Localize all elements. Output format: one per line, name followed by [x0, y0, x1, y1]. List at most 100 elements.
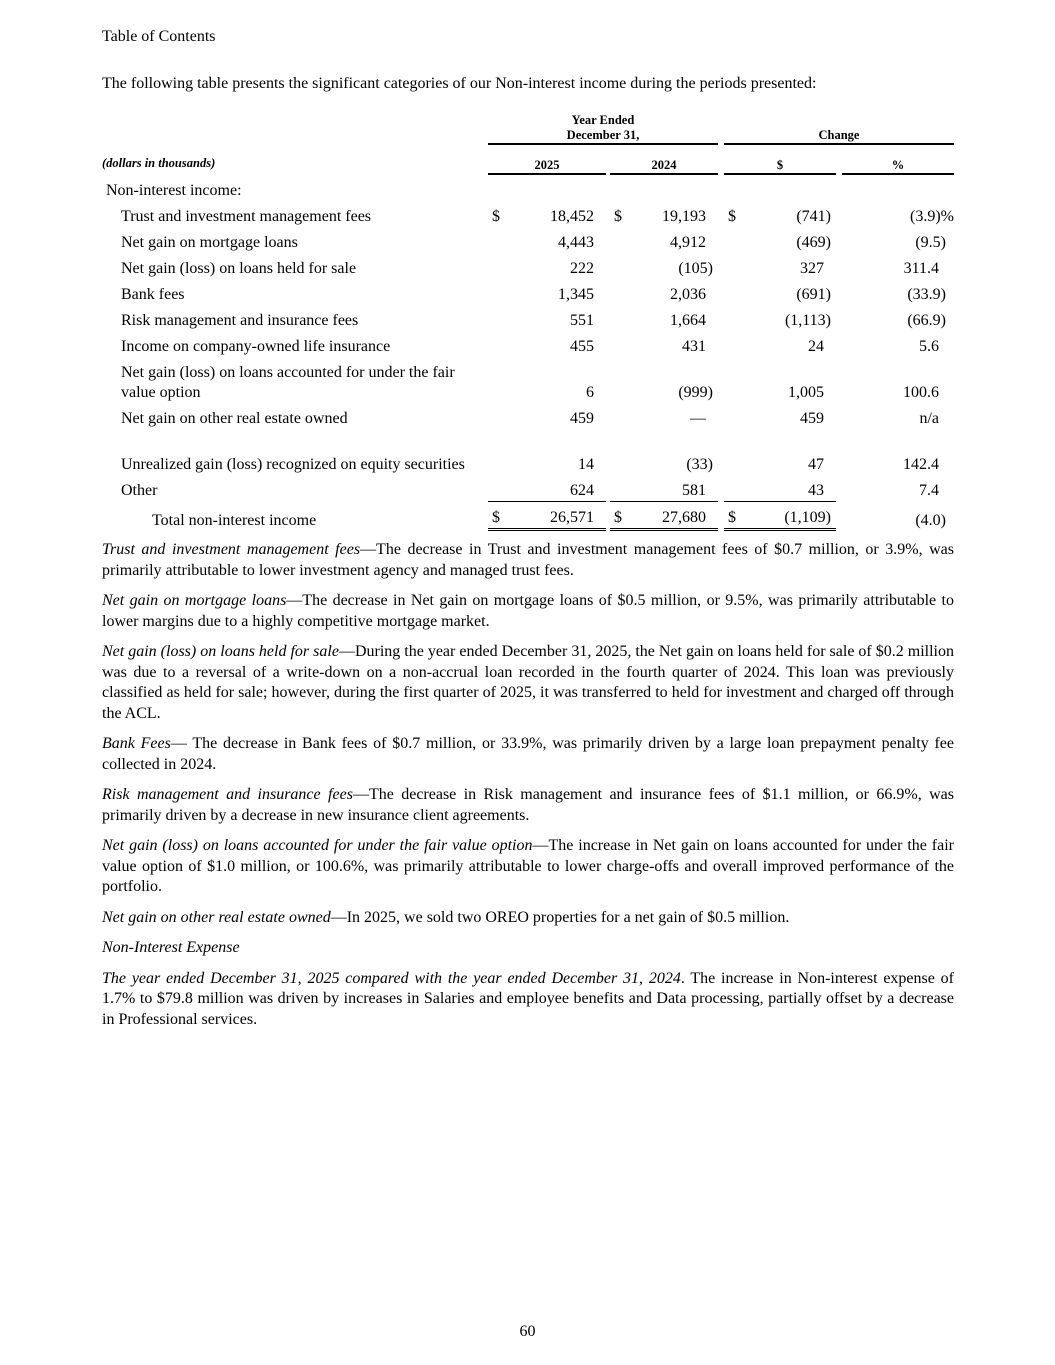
change-pct: (3.9)%: [910, 208, 954, 225]
paragraph: Net gain on mortgage loans—The decrease …: [102, 591, 954, 632]
change-dollar: (691): [796, 286, 831, 303]
dollar-sign: [488, 305, 508, 331]
col-2024: 2024: [610, 145, 718, 175]
dollar-sign: [724, 279, 744, 305]
dollar-sign: [724, 475, 744, 501]
paragraph-body: —The decrease in Trust and investment ma…: [102, 541, 954, 579]
dollar-sign: $: [610, 501, 630, 531]
paragraph-lead: Non-Interest Expense: [102, 939, 240, 956]
dollar-sign: [610, 331, 630, 357]
value-2024: 2,036: [670, 286, 706, 303]
value-2024: 4,912: [670, 234, 706, 251]
dollar-sign: [488, 279, 508, 305]
paragraph: Bank Fees— The decrease in Bank fees of …: [102, 734, 954, 775]
change-dollar: (741): [796, 208, 831, 225]
header-year-ended: Year Ended December 31,: [488, 113, 718, 145]
change-pct: (66.9): [907, 312, 946, 329]
value-2025: 4,443: [558, 234, 594, 251]
paragraph-body: —During the year ended December 31, 2025…: [102, 643, 954, 722]
dollar-sign: [724, 227, 744, 253]
row-label: Risk management and insurance fees: [121, 312, 359, 329]
table-row: Bank fees 1,345 2,036 (691) (33.9): [102, 279, 954, 305]
paragraph-body: . The increase in Non-interest expense o…: [102, 969, 955, 1028]
change-dollar: 459: [800, 410, 824, 427]
table-row: Net gain on other real estate owned 459 — 4…: [102, 403, 954, 429]
col-change-pct: %: [842, 145, 954, 175]
value-2024: (999): [678, 384, 713, 401]
dollar-sign: [724, 331, 744, 357]
dollar-sign: [610, 403, 630, 429]
dollar-sign: [724, 305, 744, 331]
row-label: Total non-interest income: [152, 512, 317, 529]
dollar-sign: [488, 253, 508, 279]
units-label: (dollars in thousands): [102, 156, 216, 170]
header-change: Change: [724, 113, 954, 145]
dollar-sign: [610, 357, 630, 403]
change-dollar: (469): [796, 234, 831, 251]
dollar-sign: [488, 227, 508, 253]
dollar-sign: [488, 357, 508, 403]
value-2024: 27,680: [630, 501, 718, 531]
paragraph-lead: The year ended December 31, 2025 compare…: [102, 969, 681, 987]
row-label: Bank fees: [121, 286, 185, 303]
table-of-contents-link[interactable]: Table of Contents: [102, 28, 216, 45]
row-label: Net gain on mortgage loans: [121, 234, 298, 251]
value-2024: (105): [678, 260, 713, 277]
change-dollar: 327: [800, 260, 824, 277]
dollar-sign: $: [728, 208, 736, 225]
table-row: Income on company-owned life insurance 45…: [102, 331, 954, 357]
table-row: Net gain (loss) on loans accounted for u…: [102, 357, 954, 403]
dollar-sign: [610, 227, 630, 253]
change-pct: 5.6: [919, 338, 939, 355]
dollar-sign: [610, 305, 630, 331]
paragraph-lead: Net gain (loss) on loans held for sale: [102, 643, 339, 660]
commentary: Trust and investment management fees—The…: [102, 540, 954, 1040]
col-change-dollar: $: [724, 145, 836, 175]
paragraph-body: —The increase in Net gain on loans accou…: [102, 837, 954, 895]
change-pct: 100.6: [903, 384, 939, 401]
row-label: Net gain (loss) on loans accounted for u…: [121, 364, 455, 401]
table-row: Unrealized gain (loss) recognized on equ…: [102, 429, 954, 475]
paragraph-lead: Risk management and insurance fees: [102, 786, 353, 803]
dollar-sign: $: [724, 501, 744, 531]
paragraph: Trust and investment management fees—The…: [102, 540, 954, 581]
paragraph-lead: Bank Fees: [102, 735, 171, 752]
dollar-sign: [724, 429, 744, 475]
value-2025: 222: [570, 260, 594, 277]
paragraph-lead: Net gain on other real estate owned: [102, 908, 331, 926]
table-row: Trust and investment management fees $18,…: [102, 201, 954, 227]
value-2025: 6: [586, 384, 594, 401]
dollar-sign: [610, 279, 630, 305]
dollar-sign: [724, 357, 744, 403]
value-2025: 459: [570, 410, 594, 427]
change-pct: (33.9): [907, 286, 946, 303]
value-2025: 18,452: [550, 208, 594, 225]
change-pct: n/a: [919, 410, 939, 427]
table-row: Net gain on mortgage loans 4,443 4,912 (469…: [102, 227, 954, 253]
dollar-sign: [724, 253, 744, 279]
paragraph-lead: Net gain (loss) on loans accounted for u…: [102, 837, 533, 854]
value-2024: (33): [686, 456, 713, 473]
total-row: Total non-interest income $26,571 $27,680 $…: [102, 501, 954, 531]
paragraph-body: —The decrease in Net gain on mortgage lo…: [102, 592, 954, 630]
change-pct: 7.4: [919, 482, 939, 499]
col-2025: 2025: [488, 145, 606, 175]
non-interest-income-table: Year Ended December 31, Change (dollars i…: [102, 113, 954, 531]
dollar-sign: $: [488, 501, 508, 531]
value-2025: 624: [570, 482, 594, 499]
value-2025: 26,571: [508, 501, 606, 531]
value-2024: —: [690, 410, 706, 427]
change-dollar: 24: [808, 338, 824, 355]
paragraph-body: —The decrease in Risk management and ins…: [102, 786, 955, 824]
dollar-sign: [724, 403, 744, 429]
table-row: Risk management and insurance fees 551 1,6…: [102, 305, 954, 331]
change-pct: 142.4: [903, 456, 939, 473]
paragraph-body: —In 2025, we sold two OREO properties fo…: [330, 908, 790, 926]
change-pct: (4.0): [915, 512, 946, 529]
value-2024: 581: [682, 482, 706, 499]
dollar-sign: $: [614, 208, 622, 225]
paragraph: Risk management and insurance fees—The d…: [102, 785, 954, 826]
change-dollar: (1,113): [784, 312, 831, 329]
paragraph: The year ended December 31, 2025 compare…: [102, 969, 954, 1031]
dollar-sign: [488, 429, 508, 475]
